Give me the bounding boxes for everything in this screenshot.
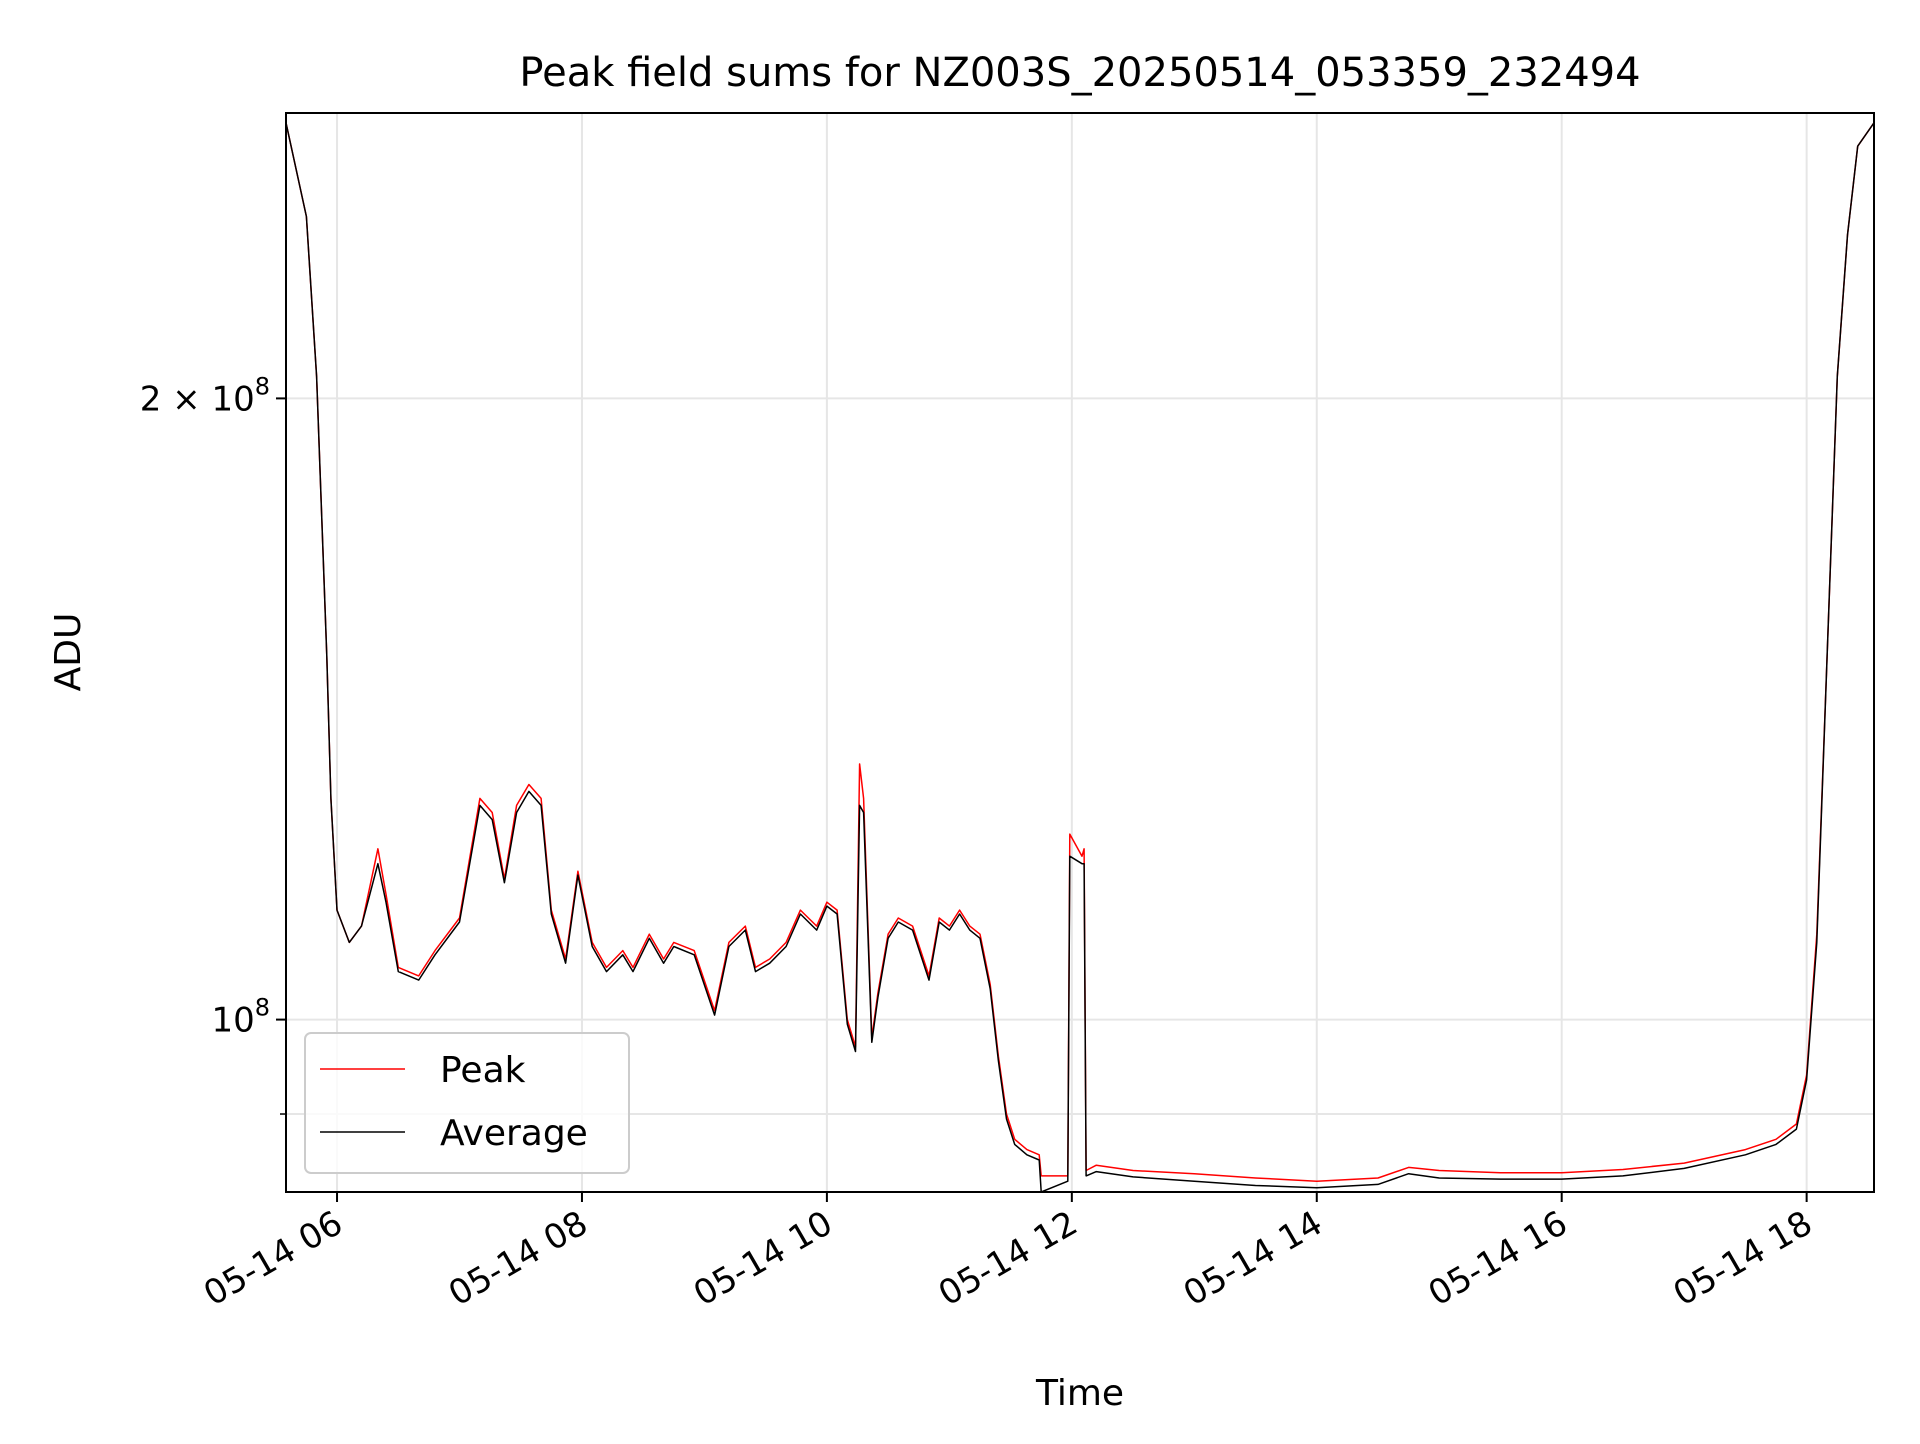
series-line-average [286,122,1874,1192]
grid-lines [286,113,1874,1192]
plot-frame [285,112,1875,1193]
y-tick-exponent: 8 [255,372,270,400]
y-tick-base: 10 [211,379,254,419]
y-tick-label: 2 × 108 [140,372,270,419]
x-axis-label: Time [1035,1373,1124,1414]
chart-title: Peak field sums for NZ003S_20250514_0533… [519,50,1640,96]
legend-box [304,1032,630,1174]
series-layer [286,122,1874,1192]
y-tick-label: 108 [211,994,270,1041]
legend: Peak Average [304,1032,630,1174]
y-tick-base: 10 [211,1001,254,1041]
y-tick-coef: 2 × [140,379,212,419]
y-axis-label: ADU [48,613,89,692]
legend-label-peak: Peak [440,1050,526,1091]
y-tick-exponent: 8 [255,994,270,1022]
legend-label-average: Average [440,1113,588,1154]
